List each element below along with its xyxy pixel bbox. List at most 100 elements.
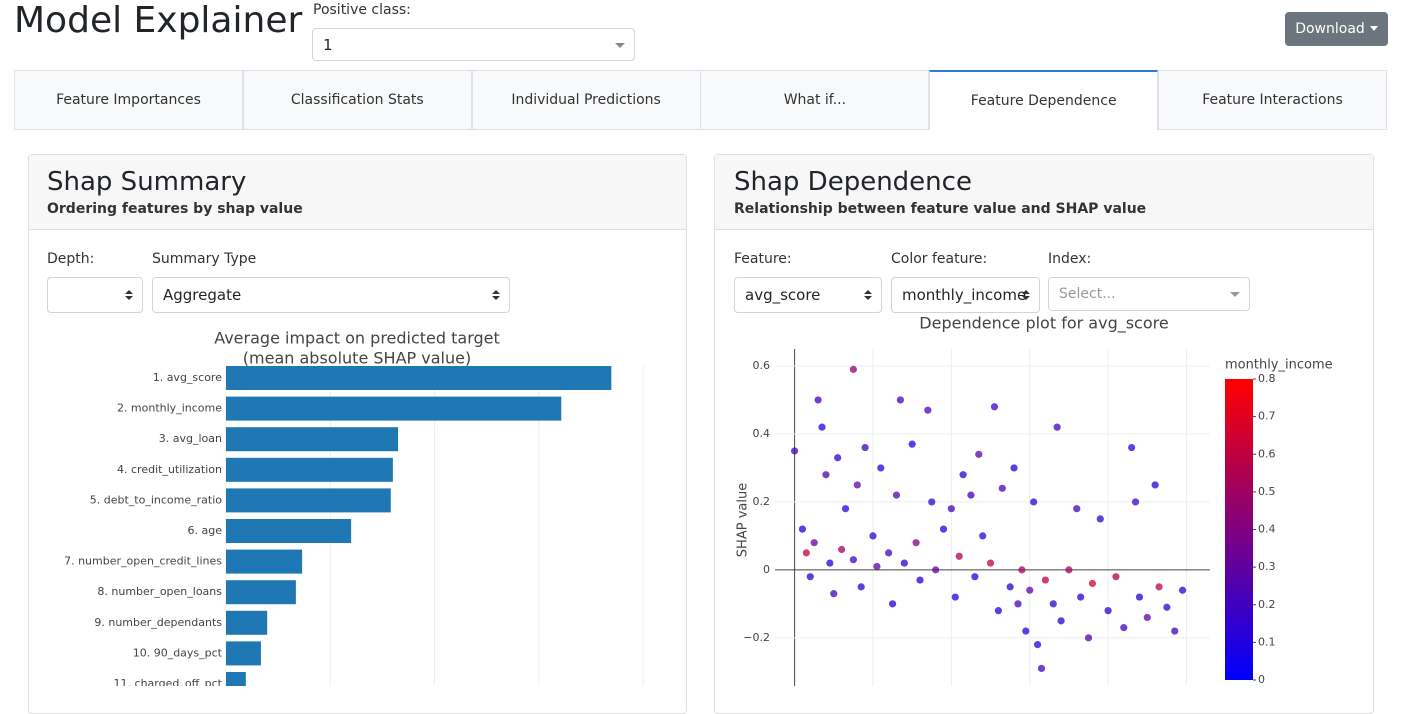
scatter-point [857, 583, 865, 591]
y-tick-label: 0.6 [753, 359, 771, 372]
scatter-point [1131, 498, 1140, 506]
depth-select[interactable] [47, 277, 143, 313]
scatter-point [916, 576, 924, 584]
card-title: Shap Dependence [734, 167, 972, 197]
colorbar [1225, 379, 1253, 680]
y-tick-label: 1. avg_score [153, 371, 223, 384]
scatter-point [1033, 641, 1042, 649]
index-select[interactable]: Select... [1048, 277, 1250, 311]
scatter-point [1151, 481, 1159, 489]
index-label: Index: [1048, 251, 1092, 267]
scatter-point [1135, 593, 1144, 601]
color-feature-select[interactable]: monthly_income [891, 277, 1040, 313]
scatter-point [924, 406, 932, 414]
scatter-point [967, 491, 975, 499]
scatter-point [1077, 593, 1085, 601]
scatter-point [814, 396, 822, 404]
scatter-point [834, 454, 842, 462]
scatter-point [1022, 627, 1030, 635]
scatter-point [849, 365, 857, 373]
scatter-point [1030, 498, 1038, 506]
scatter-point [818, 423, 826, 431]
colorbar-tick-label: 0.7 [1258, 410, 1276, 423]
icon [492, 290, 500, 300]
y-tick-label: 11. charged_off_pct [114, 677, 223, 686]
card-subtitle: Ordering features by shap value [47, 201, 303, 217]
scatter-point [951, 593, 959, 601]
scatter-point [1171, 627, 1179, 635]
download-button[interactable]: Download [1285, 12, 1388, 46]
y-tick-label: 4. credit_utilization [117, 463, 222, 476]
scatter-point [888, 600, 897, 608]
y-tick-label: 3. avg_loan [159, 432, 222, 445]
scatter-point [877, 464, 885, 472]
select-placeholder: Select... [1059, 286, 1116, 302]
card-header: Shap Summary Ordering features by shap v… [29, 155, 686, 230]
shap-summary-card: Shap Summary Ordering features by shap v… [28, 154, 687, 714]
y-tick-label: 0.4 [753, 427, 771, 440]
scatter-point [1006, 583, 1014, 591]
colorbar-tick-label: 0.5 [1258, 485, 1276, 498]
scatter-point [900, 559, 908, 567]
scatter-point [1018, 566, 1026, 574]
scatter-point [990, 403, 999, 411]
feature-select[interactable]: avg_score [734, 277, 882, 313]
y-axis-label: SHAP value [736, 483, 751, 557]
bar [226, 519, 352, 543]
bar [226, 396, 562, 421]
summary-type-select[interactable]: Aggregate [152, 277, 510, 313]
scatter-point [896, 396, 905, 404]
scatter-point [1026, 586, 1034, 594]
icon [1369, 26, 1378, 31]
colorbar-tick-label: 0.1 [1258, 635, 1276, 648]
scatter-point [1120, 624, 1128, 632]
scatter-point [1088, 579, 1097, 588]
tab[interactable]: What if... [700, 70, 930, 130]
scatter-point [830, 590, 838, 598]
positive-class-select[interactable]: 1 [312, 28, 635, 61]
bar [226, 457, 393, 482]
bar [226, 549, 303, 574]
shap-dependence-card: Shap Dependence Relationship between fea… [714, 154, 1374, 714]
scatter-point [1112, 573, 1120, 581]
scatter-point [975, 450, 983, 458]
tab[interactable]: Classification Stats [242, 70, 472, 130]
bar [226, 366, 612, 390]
tab[interactable]: Feature Importances [14, 70, 243, 130]
icon [1230, 292, 1240, 297]
bar [226, 488, 391, 513]
scatter-point [947, 505, 955, 513]
y-tick-label: 9. number_dependants [94, 616, 222, 629]
tab[interactable]: Feature Interactions [1158, 70, 1387, 130]
tab[interactable]: Feature Dependence [929, 70, 1159, 130]
scatter-point [838, 545, 846, 554]
scatter-point [849, 556, 857, 564]
colorbar-tick-label: 0.2 [1258, 598, 1276, 611]
scatter-point [1096, 515, 1104, 523]
app-title: Model Explainer [14, 0, 303, 41]
scatter-point [912, 539, 920, 547]
dependence-chart: Dependence plot for avg_score SHAP value −… [736, 315, 1333, 686]
scatter-point [892, 491, 901, 499]
tab[interactable]: Individual Predictions [471, 70, 701, 130]
scatter-point [1041, 576, 1050, 584]
bar [226, 610, 268, 635]
y-tick-label: 10. 90_days_pct [133, 646, 223, 659]
scatter-point [1084, 634, 1093, 642]
scatter-point [908, 440, 916, 448]
scatter-point [1053, 423, 1061, 431]
scatter-point [861, 443, 869, 452]
bar [226, 427, 399, 452]
bar [226, 641, 261, 666]
scatter-point [986, 559, 995, 567]
scatter-point [810, 539, 818, 547]
colorbar-tick-label: 0 [1258, 673, 1265, 686]
y-tick-label: 5. debt_to_income_ratio [90, 493, 223, 506]
y-tick-label: 6. age [188, 524, 223, 537]
icon [1022, 290, 1030, 300]
summary-type-label: Summary Type [152, 251, 257, 267]
scatter-point [885, 549, 893, 557]
scatter-point [928, 498, 936, 506]
color-feature-label: Color feature: [891, 251, 988, 267]
scatter-point [853, 481, 861, 489]
